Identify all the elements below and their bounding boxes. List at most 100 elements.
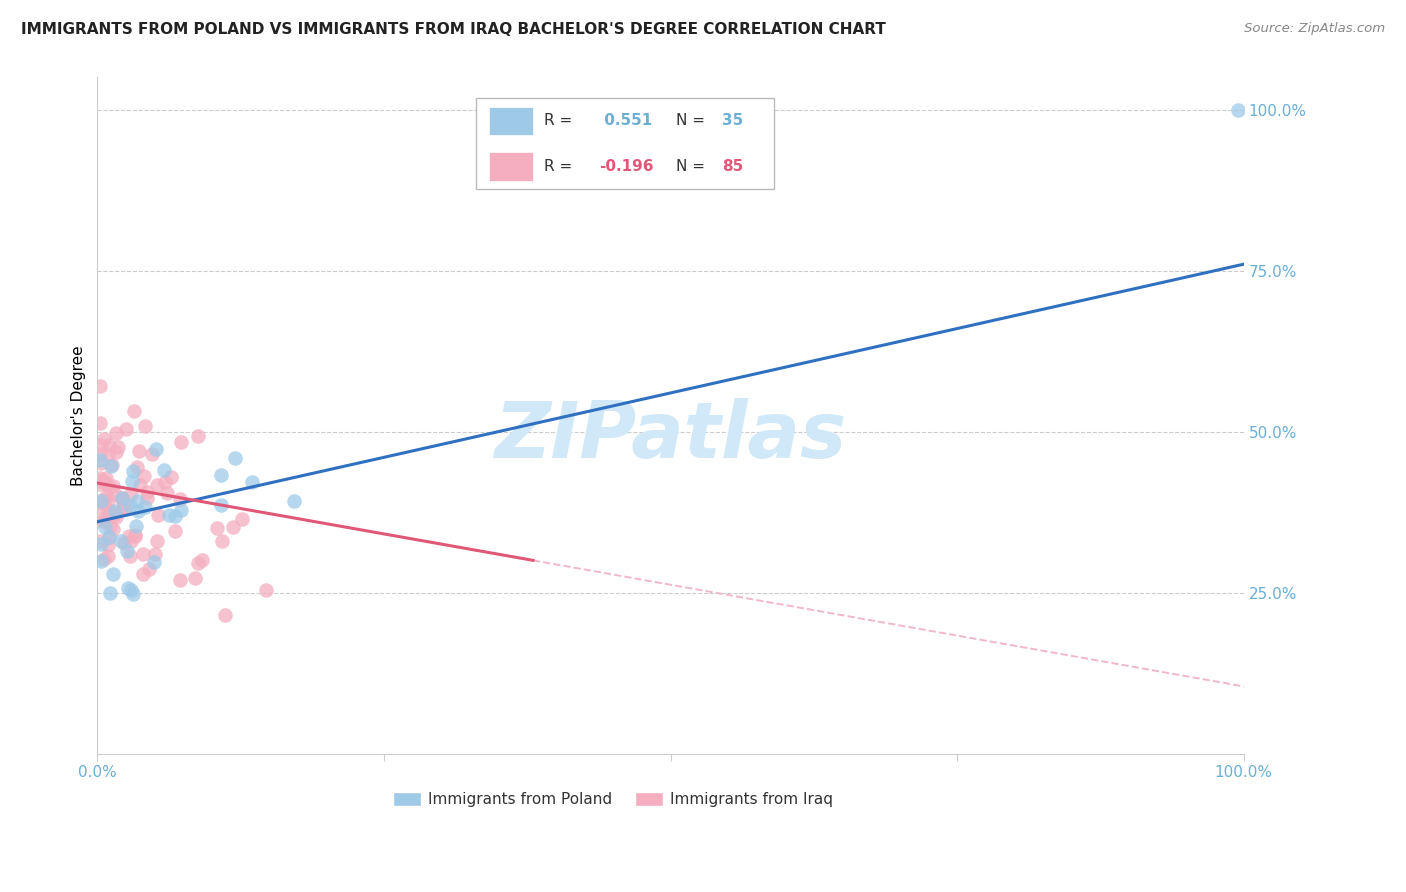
Point bbox=[132, 547, 155, 561]
Point bbox=[89, 533, 111, 548]
Point bbox=[124, 528, 146, 542]
Point bbox=[127, 459, 149, 474]
Point bbox=[96, 475, 118, 490]
Point bbox=[122, 464, 145, 478]
Point bbox=[132, 469, 155, 483]
Point bbox=[89, 447, 111, 461]
Point bbox=[90, 554, 112, 568]
Point bbox=[214, 608, 236, 623]
Point bbox=[153, 475, 176, 489]
Point bbox=[112, 497, 135, 511]
Point bbox=[165, 524, 187, 538]
Point bbox=[254, 582, 277, 597]
Point bbox=[103, 508, 125, 522]
Point bbox=[97, 493, 120, 508]
Point bbox=[91, 495, 114, 509]
Point bbox=[165, 508, 187, 523]
Point bbox=[98, 502, 121, 516]
Point bbox=[97, 549, 120, 563]
Text: N =: N = bbox=[676, 113, 710, 128]
Point bbox=[91, 514, 114, 528]
Point bbox=[169, 574, 191, 588]
Point bbox=[98, 519, 121, 533]
Point bbox=[104, 426, 127, 441]
Point bbox=[143, 548, 166, 562]
Point bbox=[159, 470, 181, 484]
Point bbox=[146, 508, 169, 523]
Point bbox=[89, 453, 111, 467]
Point bbox=[191, 552, 214, 566]
Point bbox=[100, 459, 122, 474]
Point bbox=[170, 434, 193, 449]
Text: IMMIGRANTS FROM POLAND VS IMMIGRANTS FROM IRAQ BACHELOR'S DEGREE CORRELATION CHA: IMMIGRANTS FROM POLAND VS IMMIGRANTS FRO… bbox=[21, 22, 886, 37]
Point bbox=[89, 456, 111, 470]
Point bbox=[115, 544, 138, 558]
Point bbox=[89, 471, 111, 485]
Point bbox=[98, 508, 121, 522]
Text: 35: 35 bbox=[723, 113, 744, 128]
Point bbox=[90, 537, 112, 551]
Point bbox=[121, 474, 143, 488]
Point bbox=[138, 562, 160, 576]
Point bbox=[110, 502, 132, 516]
Point bbox=[170, 503, 193, 517]
Point bbox=[89, 476, 111, 491]
Point bbox=[141, 447, 163, 461]
Point bbox=[136, 485, 159, 500]
Point bbox=[114, 501, 136, 516]
Text: 85: 85 bbox=[723, 159, 744, 174]
Point bbox=[111, 491, 134, 505]
Point bbox=[112, 536, 135, 550]
Point bbox=[97, 480, 120, 494]
Point bbox=[105, 510, 128, 524]
Point bbox=[118, 500, 141, 514]
Point bbox=[205, 521, 228, 535]
Point bbox=[107, 440, 129, 454]
Point bbox=[187, 556, 209, 570]
Point bbox=[231, 512, 253, 526]
Point bbox=[129, 478, 152, 492]
FancyBboxPatch shape bbox=[489, 106, 533, 135]
Text: Source: ZipAtlas.com: Source: ZipAtlas.com bbox=[1244, 22, 1385, 36]
Y-axis label: Bachelor's Degree: Bachelor's Degree bbox=[72, 345, 86, 486]
Text: R =: R = bbox=[544, 159, 578, 174]
Point bbox=[224, 451, 246, 466]
Point bbox=[283, 493, 305, 508]
Point bbox=[93, 551, 115, 566]
Point bbox=[211, 534, 233, 549]
Point bbox=[1227, 103, 1250, 117]
Legend: Immigrants from Poland, Immigrants from Iraq: Immigrants from Poland, Immigrants from … bbox=[387, 786, 839, 814]
Point bbox=[89, 417, 111, 431]
Point bbox=[132, 566, 155, 581]
Point bbox=[115, 422, 138, 436]
Point bbox=[128, 444, 150, 458]
Point bbox=[134, 500, 156, 514]
Point bbox=[136, 491, 159, 505]
FancyBboxPatch shape bbox=[475, 98, 773, 189]
Point bbox=[152, 463, 174, 477]
Point bbox=[97, 538, 120, 552]
Point bbox=[120, 487, 142, 501]
Point bbox=[91, 474, 114, 488]
Point bbox=[105, 445, 128, 459]
Point bbox=[120, 534, 142, 549]
Text: N =: N = bbox=[676, 159, 710, 174]
Point bbox=[146, 477, 169, 491]
Point bbox=[97, 530, 120, 544]
FancyBboxPatch shape bbox=[489, 153, 533, 181]
Point bbox=[110, 491, 132, 506]
Point bbox=[143, 555, 166, 569]
Point bbox=[122, 403, 145, 417]
Point bbox=[222, 520, 245, 534]
Point bbox=[209, 468, 232, 483]
Point bbox=[110, 533, 132, 548]
Point bbox=[89, 474, 111, 488]
Point bbox=[134, 418, 156, 433]
Point bbox=[145, 534, 167, 549]
Point bbox=[117, 581, 139, 595]
Point bbox=[98, 586, 121, 600]
Point bbox=[89, 379, 111, 393]
Point bbox=[120, 582, 142, 597]
Point bbox=[97, 438, 120, 452]
Text: -0.196: -0.196 bbox=[599, 159, 654, 174]
